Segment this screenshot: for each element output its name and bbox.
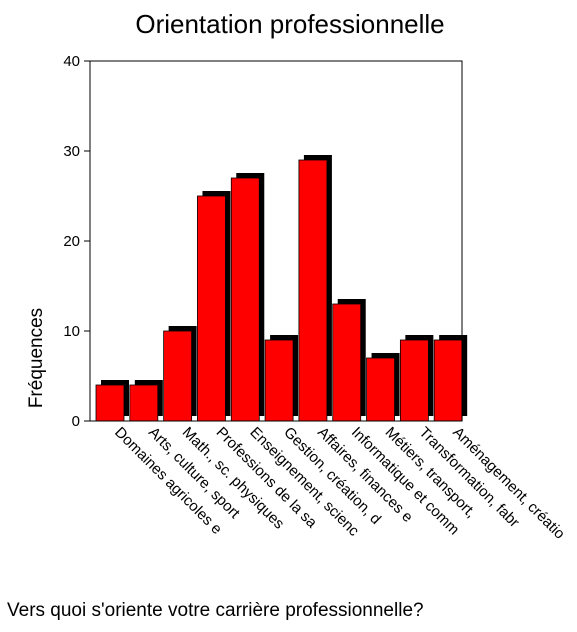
chart-title: Orientation professionnelle <box>135 9 444 39</box>
y-tick-label: 40 <box>63 53 80 70</box>
bar <box>129 384 159 422</box>
x-axis-label: Vers quoi s'oriente votre carrière profe… <box>7 600 424 621</box>
y-tick-label: 30 <box>63 143 80 160</box>
y-tick-label: 0 <box>72 413 80 430</box>
bar <box>366 357 395 422</box>
bar <box>163 330 193 422</box>
bar <box>433 339 463 422</box>
y-tick-label: 20 <box>63 233 80 250</box>
bar <box>230 177 260 422</box>
bar <box>332 303 362 422</box>
y-axis-label: Fréquences <box>26 308 47 408</box>
bar <box>197 195 226 422</box>
bar <box>95 384 125 422</box>
bar <box>264 339 294 422</box>
y-tick-label: 10 <box>63 323 80 340</box>
bar <box>399 339 429 422</box>
bar <box>298 159 328 422</box>
